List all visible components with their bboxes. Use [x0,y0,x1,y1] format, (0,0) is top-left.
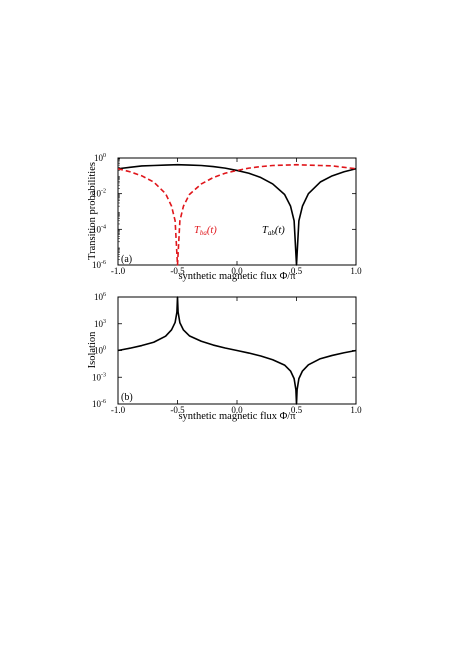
legend-t-ab-tail: (t) [275,225,285,236]
panel-a-xlabel: synthetic magnetic flux Φ/π [178,271,296,282]
x-tick-label: -0.5 [170,266,185,276]
panel-a-ytick-labels: 100 10-2 10-4 10-6 [92,153,106,270]
panel-b-xlabel: synthetic magnetic flux Φ/π [178,411,296,422]
x-tick-label: 0.0 [231,266,243,276]
y-tick-label: 10-2 [92,189,106,199]
panel-a-series [117,163,357,266]
panel-a-label: (a) [121,254,132,265]
y-tick-label: 10-6 [92,399,106,409]
panel-a-frame [117,157,357,266]
panel-b-ytick-labels: 106 103 100 10-3 10-6 [92,292,106,409]
y-tick-label: 106 [94,292,106,302]
legend-t-ba-sub: ba [200,229,208,237]
series-line-b-0 [117,296,357,405]
legend-t-ba: Tba(t) [194,225,217,237]
x-tick-label: 0.0 [231,405,243,415]
y-tick-label: 100 [94,346,106,356]
legend-t-ab-main: T [262,225,269,236]
x-tick-label: 0.5 [291,266,303,276]
x-tick-label: -1.0 [111,266,126,276]
panel-a-ylabel: Transition probabilities [87,162,98,260]
x-tick-label: 1.0 [350,405,362,415]
legend-t-ab: Tab(t) [262,225,285,237]
x-tick-label: 1.0 [350,266,362,276]
y-tick-label: 10-4 [92,224,106,234]
y-tick-label: 10-3 [92,372,106,382]
series-line-t-ab-t- [117,163,357,266]
x-tick-label: 0.5 [291,405,303,415]
panel-a-xtick-labels: -1.0 -0.5 0.0 0.5 1.0 [111,266,362,276]
panel-b-label: (b) [121,392,133,403]
panel-a: -1.0 -0.5 0.0 0.5 1.0 100 10-2 10-4 10-6 (a) sy… [87,153,362,282]
legend-t-ab-sub: ab [268,229,276,237]
panel-b-series [117,296,357,405]
panel-b-ylabel: Isolation [87,331,98,368]
y-tick-label: 10-6 [92,260,106,270]
x-tick-label: -1.0 [111,405,126,415]
panel-b-xtick-labels: -1.0 -0.5 0.0 0.5 1.0 [111,405,362,415]
panel-a-ticks [117,157,357,266]
legend-t-ba-main: T [194,225,201,236]
legend-t-ba-tail: (t) [207,225,217,236]
x-tick-label: -0.5 [170,405,185,415]
y-tick-label: 100 [94,153,106,163]
y-tick-label: 103 [94,319,106,329]
series-line-t-ba-t- [117,163,357,266]
